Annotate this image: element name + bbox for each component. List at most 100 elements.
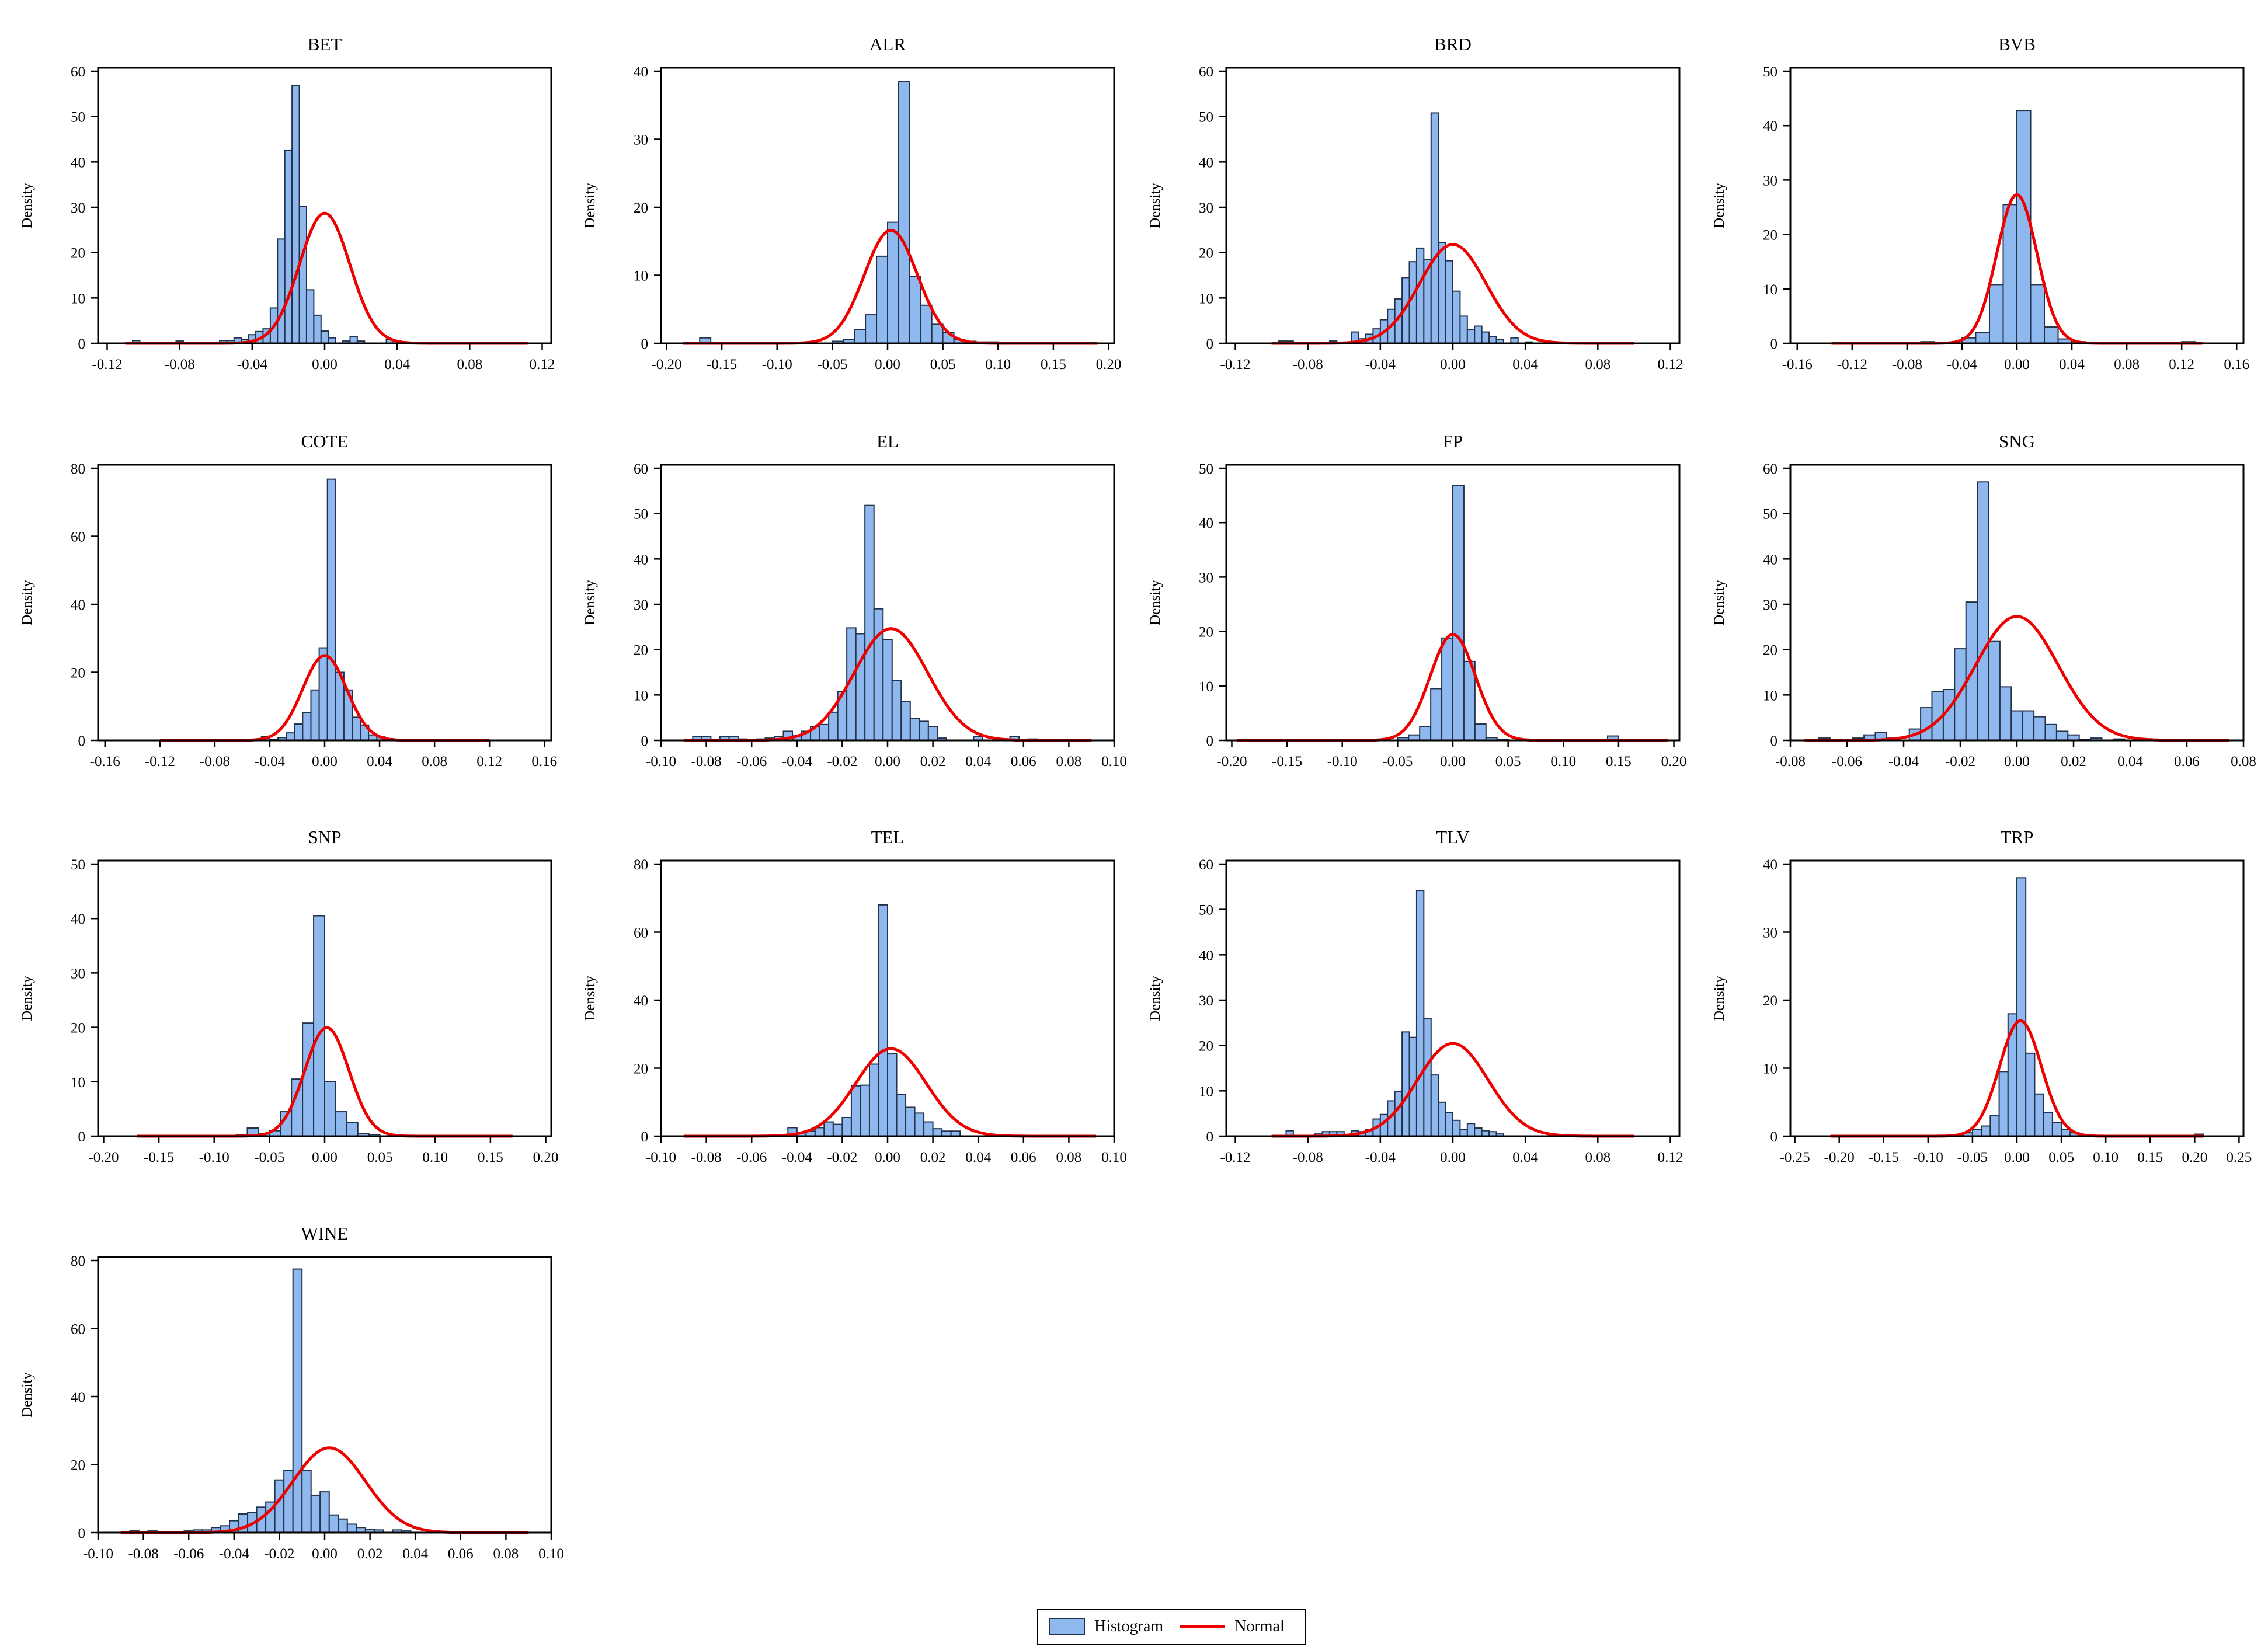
y-tick-label: 30	[1199, 570, 1213, 586]
histogram-bar	[310, 1494, 321, 1534]
panel-brd: BRD Density 0 10 20 30 40 50 60 -0.12 -0.08 -0.04 0.…	[1147, 34, 1683, 373]
histogram-bar	[283, 1470, 294, 1534]
histogram-bar	[301, 1470, 312, 1534]
x-tick-label: -0.04	[1365, 1150, 1396, 1165]
histogram-bar	[1988, 640, 2001, 741]
y-tick-label: 80	[71, 461, 85, 477]
histogram-bar	[819, 723, 830, 741]
x-tick-label: 0.00	[312, 1546, 338, 1562]
histogram-bar	[2016, 110, 2032, 344]
x-tick-label: -0.10	[762, 357, 792, 373]
y-axis-label: Density	[1712, 976, 1727, 1021]
x-tick-label: 0.04	[965, 1150, 991, 1165]
panel-title: EL	[876, 431, 899, 451]
histogram-bar	[2022, 710, 2035, 742]
x-tick-label: -0.05	[1382, 754, 1413, 770]
y-tick-label: 0	[1206, 336, 1214, 352]
x-tick-label: 0.00	[312, 1150, 338, 1165]
x-tick-label: -0.08	[691, 1150, 722, 1165]
x-tick-label: 0.04	[402, 1546, 428, 1562]
x-tick-label: -0.04	[219, 1546, 250, 1562]
x-tick-label: 0.02	[357, 1546, 383, 1562]
x-tick-label: -0.06	[173, 1546, 204, 1562]
x-tick-label: -0.16	[90, 754, 120, 770]
x-tick-label: 0.05	[930, 357, 956, 373]
x-tick-label: -0.10	[646, 754, 676, 770]
histogram-bar	[1452, 485, 1465, 741]
legend-histogram-swatch	[1049, 1618, 1085, 1635]
panel-title: TRP	[2001, 827, 2034, 847]
y-tick-label: 50	[1763, 507, 1777, 523]
y-tick-label: 20	[1763, 993, 1777, 1009]
histogram-bar	[2002, 204, 2018, 344]
y-tick-label: 60	[1763, 461, 1777, 477]
x-tick-label: 0.04	[1512, 357, 1538, 373]
normal-curve	[125, 211, 528, 345]
histogram-bar	[2030, 284, 2046, 344]
x-tick-label: 0.10	[985, 357, 1011, 373]
x-tick-label: -0.20	[651, 357, 681, 373]
y-tick-label: 80	[634, 857, 648, 873]
panel-title: BRD	[1434, 34, 1472, 54]
y-tick-label: 50	[634, 507, 648, 523]
x-tick-label: 0.20	[1661, 754, 1687, 770]
y-tick-label: 60	[1199, 857, 1213, 873]
histogram-bar	[1430, 112, 1439, 344]
histogram-bar	[1998, 1071, 2009, 1137]
y-tick-label: 10	[1199, 679, 1213, 695]
histogram-bar	[1452, 1119, 1461, 1137]
histogram-bar	[832, 1123, 843, 1137]
y-tick-label: 60	[1199, 64, 1213, 80]
x-tick-label: 0.05	[367, 1150, 393, 1165]
y-tick-label: 20	[1199, 625, 1213, 640]
x-tick-label: -0.08	[200, 754, 230, 770]
x-tick-label: 0.16	[2224, 357, 2249, 373]
y-axis-label: Density	[582, 580, 598, 625]
y-tick-label: 40	[634, 552, 648, 568]
x-tick-label: 0.15	[2137, 1150, 2163, 1165]
y-tick-label: 60	[71, 530, 85, 545]
histogram-bar	[2016, 877, 2027, 1137]
histogram-bar	[1988, 284, 2004, 344]
y-tick-label: 40	[71, 1390, 85, 1405]
y-tick-label: 20	[634, 1061, 648, 1077]
x-tick-label: -0.12	[1220, 1150, 1250, 1165]
y-tick-label: 30	[71, 200, 85, 216]
y-tick-label: 40	[1763, 119, 1777, 134]
y-axis-label: Density	[582, 976, 598, 1021]
histogram-bar	[1408, 261, 1417, 344]
y-tick-label: 30	[1199, 200, 1213, 216]
histogram-bar	[1415, 890, 1425, 1137]
histogram-bars	[1818, 481, 2126, 742]
histogram-bar	[891, 680, 902, 741]
histogram-bar	[1394, 1091, 1403, 1137]
histogram-bar	[1445, 260, 1453, 344]
x-tick-label: 0.00	[875, 754, 900, 770]
x-tick-label: -0.02	[264, 1546, 294, 1562]
panel-title: BVB	[1998, 34, 2036, 54]
x-tick-label: 0.08	[1585, 1150, 1610, 1165]
y-tick-label: 20	[71, 1458, 85, 1474]
x-tick-label: 0.08	[2114, 357, 2140, 373]
y-tick-label: 20	[71, 666, 85, 681]
y-axis-label: Density	[19, 1372, 35, 1418]
x-tick-label: -0.06	[736, 754, 767, 770]
y-axis-label: Density	[19, 580, 35, 625]
legend-item-histogram: Histogram	[1049, 1617, 1163, 1636]
histogram-bar	[286, 732, 295, 742]
x-tick-label: 0.04	[2059, 357, 2085, 373]
x-tick-label: 0.12	[530, 357, 555, 373]
histogram-bar	[828, 711, 839, 741]
panel-tel: TEL Density 0 20 40 60 80 -0.10 -0.08 -0.06 -0.04-…	[582, 827, 1127, 1165]
y-tick-label: 40	[71, 155, 85, 170]
x-tick-label: 0.00	[2004, 357, 2030, 373]
y-tick-label: 60	[634, 461, 648, 477]
histogram-bar	[931, 323, 944, 344]
histogram-bar	[887, 1053, 898, 1137]
x-tick-label: -0.08	[691, 754, 722, 770]
x-tick-label: -0.10	[1327, 754, 1358, 770]
panel-title: SNP	[308, 827, 342, 847]
histogram-bar	[324, 1081, 336, 1137]
histogram-bar	[1430, 1074, 1439, 1137]
x-tick-label: 0.04	[384, 357, 410, 373]
